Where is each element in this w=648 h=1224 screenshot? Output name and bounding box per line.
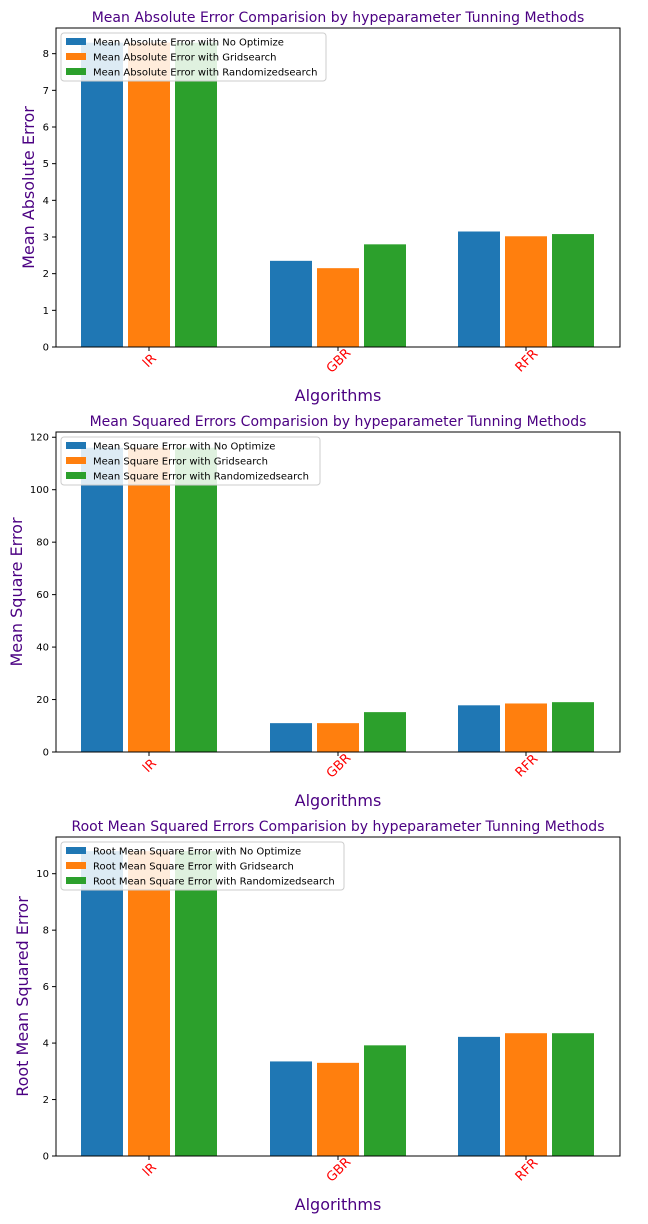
legend-label: Mean Square Error with Randomizedsearch (93, 472, 309, 483)
legend-swatch (66, 472, 86, 479)
bar-rfr-series-2 (505, 1033, 547, 1156)
legend: Mean Square Error with No Optimize Mean … (60, 436, 321, 486)
y-tick-label: 120 (30, 433, 49, 444)
y-tick-label: 4 (43, 196, 49, 207)
legend-swatch (66, 53, 86, 60)
x-axis-label: Algorithms (295, 791, 382, 810)
y-tick-label: 7 (43, 86, 49, 97)
y-axis-label: Root Mean Squared Error (13, 896, 32, 1097)
bar-lr-series-1 (81, 851, 123, 1156)
legend-swatch (66, 38, 86, 45)
y-axis-label: Mean Square Error (7, 517, 26, 667)
legend-swatch (66, 442, 86, 449)
bar-lr-series-2 (128, 447, 170, 752)
y-tick-label: 10 (36, 869, 49, 880)
y-tick-label: 8 (43, 926, 49, 937)
chart-3: Root Mean Squared Errors Comparision by … (13, 819, 621, 1214)
y-tick-label: 2 (43, 269, 49, 280)
x-tick-label: GBR (324, 346, 354, 376)
legend-box (60, 436, 321, 486)
x-tick-label: lR (140, 1160, 160, 1180)
bar-lr-series-3 (175, 447, 217, 752)
legend-box (60, 32, 327, 82)
bar-rfr-series-2 (505, 703, 547, 752)
bar-gbr-series-1 (270, 1061, 312, 1156)
x-tick-label: lR (140, 351, 160, 371)
chart-2: Mean Squared Errors Comparision by hypep… (7, 414, 621, 810)
x-tick-label: RFR (513, 347, 542, 376)
y-tick-label: 5 (43, 159, 49, 170)
bar-gbr-series-3 (364, 1045, 406, 1156)
y-tick-label: 20 (36, 695, 49, 706)
legend-label: Mean Square Error with Gridsearch (93, 457, 268, 468)
x-axis-label: Algorithms (295, 386, 382, 405)
bar-lr-series-1 (81, 447, 123, 752)
y-tick-label: 0 (43, 748, 49, 759)
legend-label: Mean Absolute Error with No Optimize (93, 38, 284, 49)
chart-title: Root Mean Squared Errors Comparision by … (71, 819, 604, 835)
legend-label: Mean Absolute Error with Gridsearch (93, 53, 276, 64)
x-tick-label: RFR (513, 1156, 542, 1185)
x-tick-label: lR (140, 756, 160, 776)
bar-lr-series-3 (175, 42, 217, 348)
legend-label: Mean Square Error with No Optimize (93, 442, 275, 453)
bar-rfr-series-3 (552, 702, 594, 752)
bar-gbr-series-3 (364, 712, 406, 752)
y-tick-label: 80 (36, 538, 49, 549)
bar-gbr-series-1 (270, 260, 312, 347)
x-axis-label: Algorithms (295, 1195, 382, 1214)
y-tick-label: 0 (43, 343, 49, 354)
legend-label: Root Mean Square Error with Gridsearch (93, 862, 294, 873)
y-tick-label: 2 (43, 1095, 49, 1106)
bar-rfr-series-1 (458, 1036, 500, 1156)
y-tick-label: 100 (30, 485, 49, 496)
y-tick-label: 4 (43, 1039, 49, 1050)
bar-gbr-series-3 (364, 244, 406, 347)
bar-rfr-series-3 (552, 1033, 594, 1156)
legend-swatch (66, 457, 86, 464)
bar-lr-series-2 (128, 851, 170, 1156)
y-tick-label: 0 (43, 1152, 49, 1163)
legend-box (60, 841, 345, 891)
bar-lr-series-2 (128, 42, 170, 348)
legend-label: Mean Absolute Error with Randomizedsearc… (93, 68, 317, 79)
chart-1: Mean Absolute Error Comparision by hypep… (19, 10, 621, 405)
bar-gbr-series-2 (317, 723, 359, 752)
bar-rfr-series-2 (505, 236, 547, 347)
legend-label: Root Mean Square Error with Randomizedse… (93, 877, 335, 888)
legend: Root Mean Square Error with No Optimize R… (60, 841, 345, 891)
bar-rfr-series-1 (458, 705, 500, 752)
chart-title: Mean Squared Errors Comparision by hypep… (90, 414, 587, 430)
bar-gbr-series-2 (317, 1062, 359, 1156)
y-tick-label: 60 (36, 590, 49, 601)
legend-swatch (66, 877, 86, 884)
bar-rfr-series-3 (552, 234, 594, 347)
y-tick-label: 8 (43, 49, 49, 60)
y-tick-label: 6 (43, 982, 49, 993)
legend-swatch (66, 68, 86, 75)
y-tick-label: 6 (43, 123, 49, 134)
legend-swatch (66, 862, 86, 869)
x-tick-label: GBR (324, 751, 354, 781)
bar-gbr-series-2 (317, 268, 359, 347)
chart-title: Mean Absolute Error Comparision by hypep… (92, 10, 585, 26)
legend: Mean Absolute Error with No Optimize Mean… (60, 32, 327, 82)
y-tick-label: 40 (36, 643, 49, 654)
bar-lr-series-3 (175, 851, 217, 1156)
y-tick-label: 3 (43, 233, 49, 244)
legend-swatch (66, 847, 86, 854)
bar-lr-series-1 (81, 42, 123, 348)
x-tick-label: RFR (513, 752, 542, 781)
x-tick-label: GBR (324, 1155, 354, 1185)
y-tick-label: 1 (43, 306, 49, 317)
y-axis-label: Mean Absolute Error (19, 106, 38, 269)
bar-rfr-series-1 (458, 231, 500, 347)
bar-gbr-series-1 (270, 723, 312, 752)
legend-label: Root Mean Square Error with No Optimize (93, 847, 301, 858)
